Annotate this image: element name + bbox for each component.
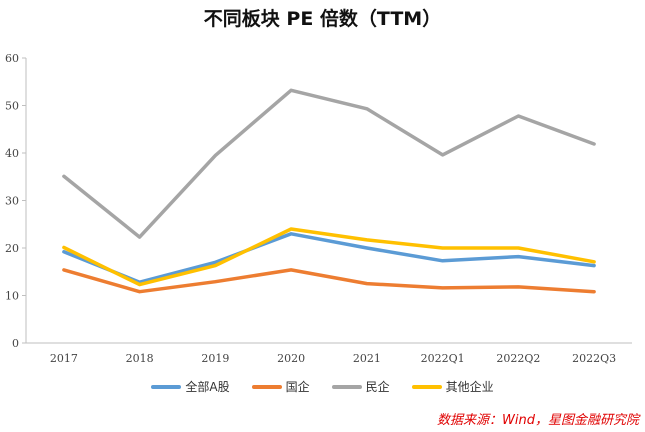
- source-note: 数据来源：Wind，星图金融研究院: [437, 413, 639, 428]
- legend-swatch: [411, 384, 442, 389]
- chart-title: 不同板块 PE 倍数（TTM）: [203, 8, 442, 30]
- legend-swatch: [251, 384, 282, 389]
- series-line-全部A股: [62, 232, 596, 284]
- legend-item: 其他企业: [411, 378, 494, 395]
- y-tick-label: 10: [5, 290, 19, 303]
- y-tick-label: 0: [12, 337, 19, 350]
- legend-label: 全部A股: [185, 380, 230, 394]
- series-line-民企: [62, 88, 596, 239]
- legend-item: 民企: [331, 378, 390, 395]
- legend-label: 国企: [285, 380, 310, 394]
- y-tick-label: 50: [5, 100, 19, 113]
- x-tick-label: 2017: [50, 352, 78, 365]
- x-tick-label: 2022Q3: [572, 352, 616, 365]
- legend-swatch: [331, 384, 362, 389]
- x-tick-label: 2022Q2: [496, 352, 540, 365]
- x-tick-label: 2020: [277, 352, 305, 365]
- y-tick-label: 20: [5, 242, 19, 255]
- x-tick-label: 2019: [201, 352, 229, 365]
- series-line-国企: [62, 268, 596, 294]
- legend-swatch: [151, 384, 182, 389]
- legend-item: 全部A股: [151, 378, 230, 395]
- legend-label: 其他企业: [445, 380, 494, 394]
- legend-label: 民企: [365, 380, 390, 394]
- y-tick-label: 40: [5, 147, 19, 160]
- legend: 全部A股 国企 民企 其他企业: [0, 378, 645, 395]
- series-line-其他企业: [62, 227, 596, 287]
- x-tick-label: 2018: [126, 352, 154, 365]
- legend-item: 国企: [251, 378, 310, 395]
- y-tick-label: 30: [5, 195, 19, 208]
- y-tick-label: 60: [5, 52, 19, 65]
- x-tick-label: 2022Q1: [421, 352, 465, 365]
- x-tick-label: 2021: [353, 352, 381, 365]
